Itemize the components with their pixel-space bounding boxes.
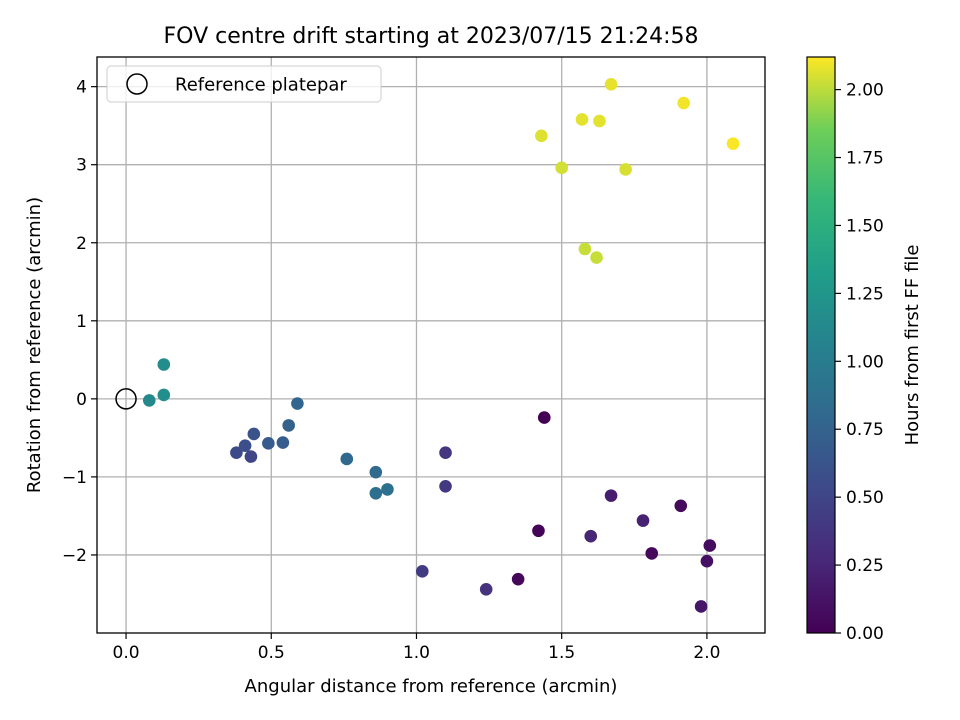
reference-platepar-marker (115, 388, 137, 410)
data-point (578, 242, 592, 256)
colorbar-tick-label: 0.25 (846, 556, 884, 576)
data-point (369, 465, 383, 479)
data-point (340, 452, 354, 466)
x-axis-label: Angular distance from reference (arcmin) (245, 676, 618, 697)
y-tick-label: 2 (76, 234, 87, 254)
data-point (381, 483, 394, 496)
data-point (604, 489, 618, 502)
y-tick-label: −2 (62, 546, 87, 566)
data-point (230, 446, 243, 460)
chart-title: FOV centre drift starting at 2023/07/15 … (164, 24, 699, 49)
data-point (439, 446, 452, 460)
data-point (593, 114, 606, 128)
colorbar: 0.00 0.25 0.50 0.75 1.00 1.25 1.50 1.75 2.00 Hou… (806, 56, 923, 644)
data-point (262, 437, 275, 450)
x-tick-label: 1.0 (403, 643, 430, 663)
data-point (674, 499, 688, 513)
data-point (157, 388, 171, 402)
colorbar-ticks: 0.00 0.25 0.50 0.75 1.00 1.25 1.50 1.75 2.00 (835, 81, 884, 644)
colorbar-tick-label: 1.00 (846, 352, 884, 372)
data-point (276, 436, 290, 449)
colorbar-tick-label: 1.25 (846, 284, 884, 304)
data-point (604, 78, 618, 91)
y-tick-label: 0 (76, 390, 87, 410)
plot-frame (96, 56, 766, 634)
data-point (703, 539, 717, 552)
colorbar-tick-label: 0.75 (846, 420, 884, 440)
colorbar-gradient (806, 56, 836, 634)
grid (97, 57, 765, 633)
y-tick-label: 1 (76, 312, 87, 332)
data-point (636, 514, 650, 527)
data-point (291, 397, 304, 410)
data-point (726, 137, 740, 150)
data-point (532, 524, 545, 538)
legend: Reference platepar (106, 65, 382, 103)
data-point (511, 572, 525, 586)
y-ticks: −2 −1 0 1 2 3 4 (62, 78, 97, 566)
data-point (575, 113, 589, 126)
data-point (238, 439, 252, 452)
data-point (479, 582, 493, 596)
scatter-points (142, 78, 740, 613)
data-point (694, 600, 708, 613)
y-axis-label: Rotation from reference (arcmin) (24, 197, 45, 493)
x-tick-label: 0.5 (258, 643, 285, 663)
data-point (415, 565, 429, 578)
x-ticks: 0.0 0.5 1.0 1.5 2.0 (113, 633, 720, 663)
data-point (439, 479, 452, 493)
data-point (369, 486, 383, 500)
data-point (535, 129, 548, 143)
colorbar-tick-label: 2.00 (846, 81, 884, 101)
data-point (590, 251, 603, 264)
colorbar-tick-label: 1.50 (846, 216, 884, 236)
colorbar-tick-label: 1.75 (846, 149, 884, 169)
colorbar-tick-label: 0.50 (846, 488, 884, 508)
x-tick-label: 2.0 (693, 643, 720, 663)
data-point (157, 358, 171, 371)
colorbar-tick-label: 0.00 (846, 624, 884, 644)
legend-label: Reference platepar (175, 75, 347, 96)
data-point (537, 411, 551, 424)
data-point (244, 450, 258, 463)
data-point (555, 161, 568, 175)
legend-marker-circle (126, 73, 148, 95)
data-point (584, 529, 598, 543)
plot-area: 0.0 0.5 1.0 1.5 2.0 −2 −1 0 1 2 3 4 (62, 56, 766, 663)
legend-box (106, 65, 382, 103)
data-point (247, 427, 261, 441)
data-point (282, 419, 295, 432)
x-tick-label: 0.0 (113, 643, 140, 663)
data-point (645, 547, 659, 560)
data-point (619, 163, 632, 176)
y-tick-label: 3 (76, 156, 87, 176)
reference-layer (115, 388, 137, 410)
data-point (142, 394, 156, 407)
y-tick-label: −1 (62, 468, 87, 488)
data-point (677, 96, 690, 110)
data-point (700, 554, 714, 568)
x-tick-label: 1.5 (548, 643, 575, 663)
colorbar-label: Hours from first FF file (902, 245, 923, 446)
y-tick-label: 4 (76, 78, 87, 98)
